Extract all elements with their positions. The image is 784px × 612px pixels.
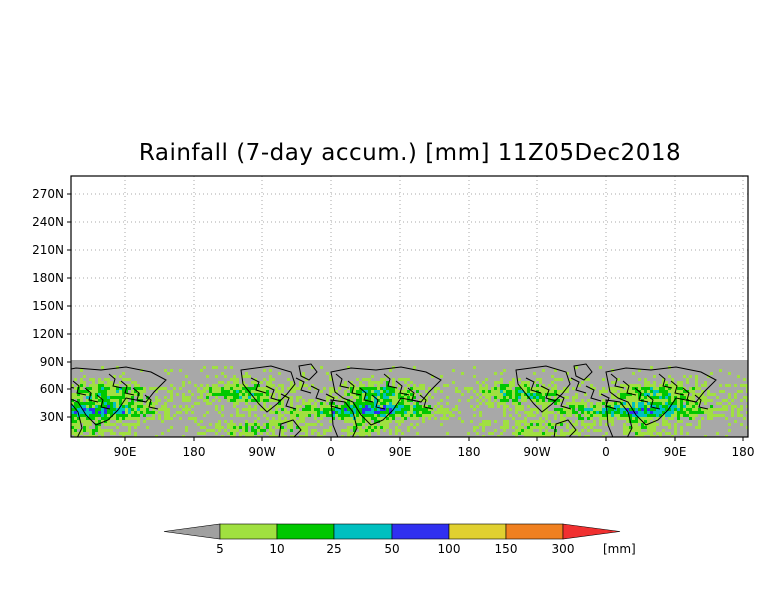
y-tick-label: 60N	[40, 382, 64, 396]
x-tick-label: 90E	[664, 445, 687, 459]
x-tick-label: 90W	[523, 445, 550, 459]
y-tick-label: 150N	[32, 299, 64, 313]
x-tick-label: 180	[458, 445, 481, 459]
rainfall-field	[71, 360, 748, 437]
x-tick-label: 180	[732, 445, 755, 459]
x-tick-label: 90W	[248, 445, 275, 459]
x-tick-label: 0	[327, 445, 335, 459]
y-tick-label: 90N	[40, 355, 64, 369]
y-tick-label: 120N	[32, 327, 64, 341]
x-tick-label: 0	[602, 445, 610, 459]
y-tick-label: 270N	[32, 187, 64, 201]
chart-title: Rainfall (7-day accum.) [mm] 11Z05Dec201…	[138, 140, 682, 166]
x-tick-label: 90E	[389, 445, 412, 459]
y-tick-label: 30N	[40, 410, 64, 424]
y-tick-label: 210N	[32, 243, 64, 257]
y-tick-label: 180N	[32, 271, 64, 285]
x-tick-label: 90E	[114, 445, 137, 459]
y-tick-label: 240N	[32, 215, 64, 229]
x-tick-label: 180	[183, 445, 206, 459]
